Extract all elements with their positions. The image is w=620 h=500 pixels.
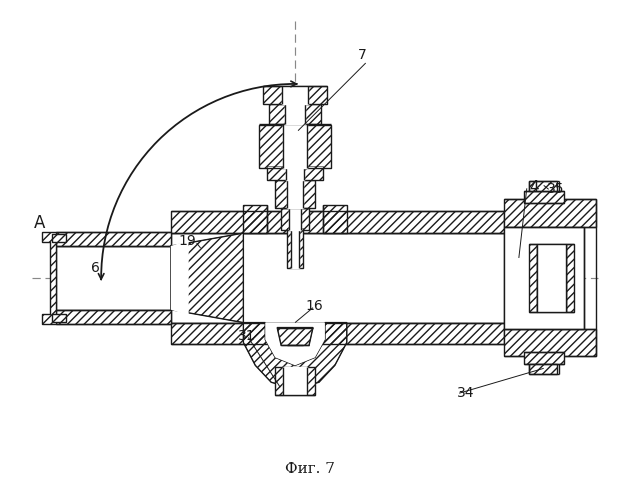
Text: 31: 31 bbox=[239, 328, 256, 342]
Polygon shape bbox=[267, 166, 323, 180]
Polygon shape bbox=[170, 322, 504, 344]
Polygon shape bbox=[287, 228, 303, 268]
Polygon shape bbox=[259, 124, 331, 168]
Bar bbox=[537, 244, 565, 312]
Polygon shape bbox=[53, 234, 66, 242]
Polygon shape bbox=[504, 200, 596, 227]
Bar bbox=[170, 233, 504, 322]
Polygon shape bbox=[277, 328, 313, 345]
Polygon shape bbox=[56, 310, 170, 324]
Polygon shape bbox=[275, 180, 315, 208]
Polygon shape bbox=[56, 232, 170, 246]
Polygon shape bbox=[275, 368, 315, 395]
Text: 34: 34 bbox=[457, 386, 475, 400]
Polygon shape bbox=[170, 233, 244, 322]
Text: 35: 35 bbox=[547, 182, 564, 196]
Text: 16: 16 bbox=[305, 298, 323, 312]
Polygon shape bbox=[170, 240, 188, 316]
Polygon shape bbox=[565, 244, 574, 312]
Polygon shape bbox=[529, 364, 557, 374]
Polygon shape bbox=[524, 192, 564, 203]
Text: 19: 19 bbox=[179, 234, 197, 248]
Polygon shape bbox=[281, 208, 309, 230]
Text: 6: 6 bbox=[91, 261, 100, 275]
Polygon shape bbox=[504, 328, 596, 356]
Text: 7: 7 bbox=[358, 48, 366, 62]
Polygon shape bbox=[244, 205, 267, 233]
Text: Фиг. 7: Фиг. 7 bbox=[285, 462, 335, 476]
Polygon shape bbox=[43, 232, 56, 324]
Text: 4: 4 bbox=[529, 180, 538, 196]
Polygon shape bbox=[269, 104, 321, 124]
Bar bbox=[56, 246, 170, 310]
Polygon shape bbox=[264, 86, 327, 104]
Polygon shape bbox=[529, 244, 537, 312]
Polygon shape bbox=[529, 182, 557, 192]
Polygon shape bbox=[524, 352, 564, 364]
Polygon shape bbox=[53, 314, 66, 322]
Text: A: A bbox=[34, 214, 45, 232]
Polygon shape bbox=[323, 205, 347, 233]
Bar bbox=[504, 227, 585, 328]
Polygon shape bbox=[170, 211, 504, 233]
Polygon shape bbox=[265, 322, 325, 366]
Polygon shape bbox=[244, 322, 347, 389]
